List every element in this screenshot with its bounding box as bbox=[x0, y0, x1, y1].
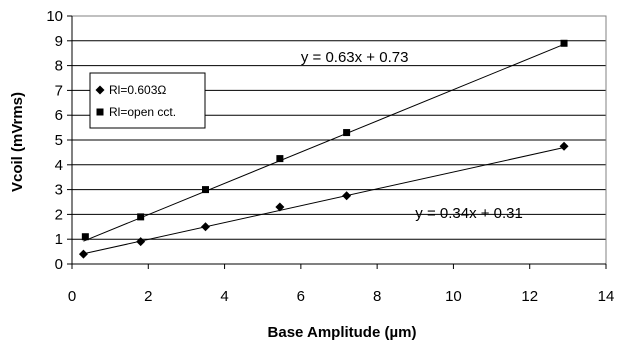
data-point-series-0-1 bbox=[136, 237, 146, 247]
data-point-series-1-2 bbox=[202, 186, 209, 194]
trendlines bbox=[83, 43, 565, 255]
data-point-series-1-5 bbox=[560, 39, 568, 47]
legend-marker-series-0 bbox=[95, 85, 105, 95]
data-point-series-1-1 bbox=[137, 213, 145, 221]
y-tick-label-7: 7 bbox=[55, 82, 63, 99]
data-point-series-0-3 bbox=[275, 202, 285, 212]
y-tick-label-1: 1 bbox=[55, 231, 63, 248]
legend-items: Rl=0.603Ω Rl=open cct. bbox=[95, 83, 176, 119]
equations: y = 0.34x + 0.31 y = 0.63x + 0.73 bbox=[301, 49, 523, 222]
legend: Rl=0.603Ω Rl=open cct. bbox=[89, 72, 206, 129]
y-axis-title: Vcoil (mVrms) bbox=[9, 92, 26, 192]
x-axis-title: Base Amplitude (µm) bbox=[268, 324, 417, 341]
trendline-series-1 bbox=[83, 43, 565, 242]
x-tick-label-14: 14 bbox=[598, 288, 615, 305]
x-tick-label-4: 4 bbox=[220, 288, 228, 305]
legend-box bbox=[89, 72, 206, 129]
legend-label-series-1: Rl=open cct. bbox=[109, 105, 176, 119]
y-tick-label-0: 0 bbox=[55, 256, 63, 273]
data-point-series-1-0 bbox=[81, 233, 89, 241]
data-point-series-0-5 bbox=[559, 141, 569, 151]
y-tick-label-3: 3 bbox=[55, 182, 63, 199]
y-tick-label-5: 5 bbox=[55, 132, 63, 149]
x-tick-label-0: 0 bbox=[68, 288, 76, 305]
x-tick-label-10: 10 bbox=[445, 288, 462, 305]
y-tick-label-8: 8 bbox=[55, 58, 63, 75]
y-tick-label-10: 10 bbox=[46, 8, 63, 25]
y-tick-label-9: 9 bbox=[55, 33, 63, 50]
x-tick-label-12: 12 bbox=[521, 288, 538, 305]
legend-marker-series-1 bbox=[96, 108, 104, 116]
axes bbox=[67, 15, 607, 269]
y-tick-label-2: 2 bbox=[55, 206, 63, 223]
legend-label-series-0: Rl=0.603Ω bbox=[109, 83, 166, 97]
trendline-equation-series-1: y = 0.63x + 0.73 bbox=[301, 49, 409, 66]
data-point-series-1-4 bbox=[343, 129, 351, 137]
data-points bbox=[78, 39, 569, 259]
x-tick-label-8: 8 bbox=[373, 288, 381, 305]
data-point-series-0-4 bbox=[342, 191, 352, 201]
y-tick-label-4: 4 bbox=[55, 157, 63, 174]
x-tick-label-6: 6 bbox=[297, 288, 305, 305]
data-point-series-0-2 bbox=[201, 222, 210, 232]
data-point-series-1-3 bbox=[276, 155, 284, 163]
x-tick-label-2: 2 bbox=[144, 288, 152, 305]
y-tick-label-6: 6 bbox=[55, 107, 63, 124]
trendline-series-0 bbox=[83, 147, 565, 255]
data-point-series-0-0 bbox=[78, 249, 88, 259]
trendline-equation-series-0: y = 0.34x + 0.31 bbox=[415, 205, 523, 222]
